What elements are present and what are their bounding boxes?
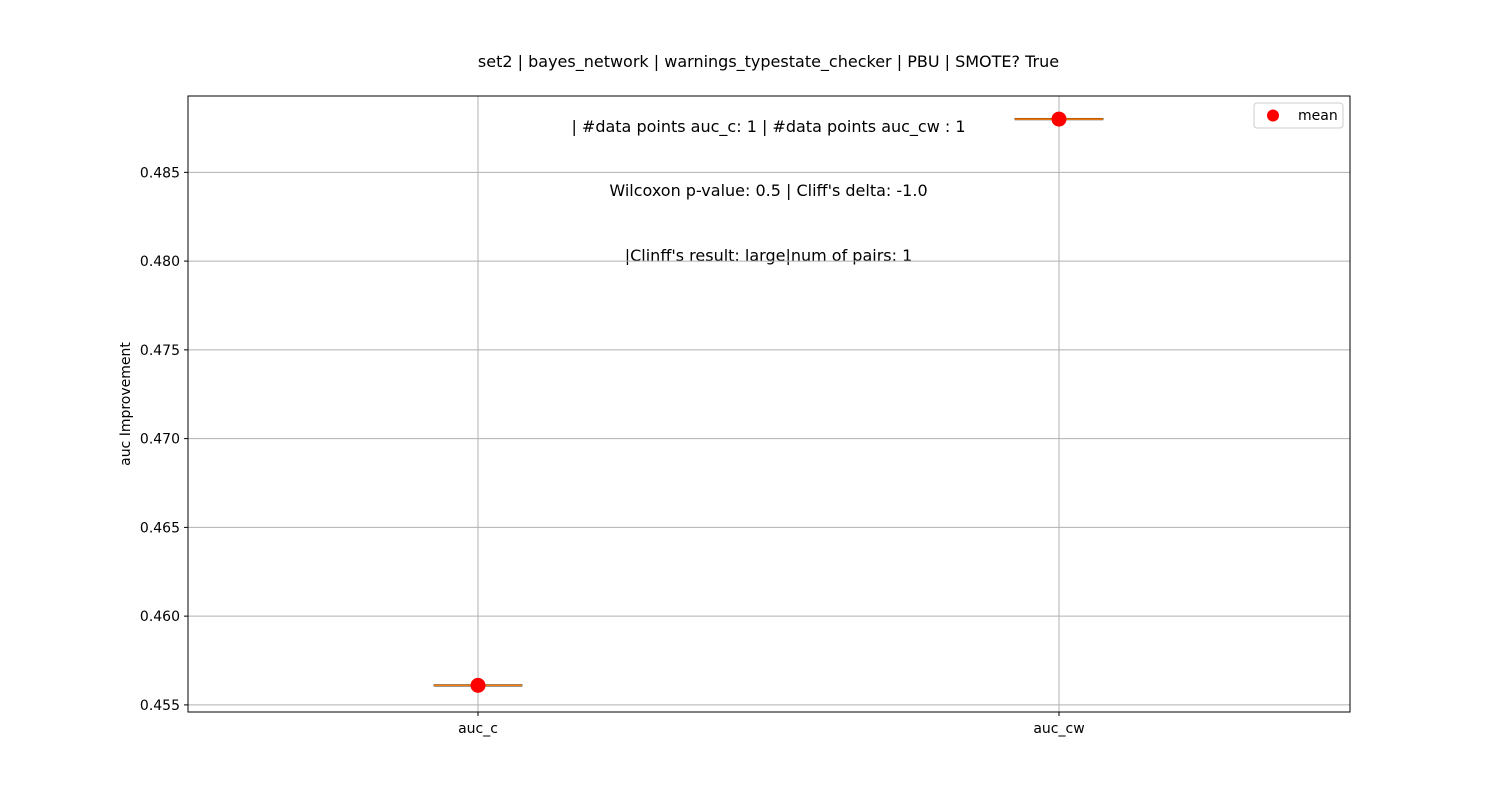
y-tick-label: 0.485 — [140, 165, 180, 181]
chart-title: set2 | bayes_network | warnings_typestat… — [0, 8, 1500, 288]
chart-title-line-3: Wilcoxon p-value: 0.5 | Cliff's delta: -… — [609, 181, 928, 200]
y-tick-label: 0.465 — [140, 520, 180, 536]
y-tick-label: 0.455 — [140, 698, 180, 714]
marks-layer — [433, 111, 1104, 693]
legend-mean-marker — [1267, 109, 1279, 122]
plot-frame — [187, 95, 1351, 713]
chart-title-line-4: |Clinff's result: large|num of pairs: 1 — [624, 245, 913, 265]
legend-mean-label: mean — [1298, 108, 1338, 124]
mean-marker-auc_cw — [1051, 111, 1067, 127]
chart-title-line-2: | #data points auc_c: 1 | #data points a… — [571, 116, 966, 136]
chart-title-line-1: set2 | bayes_network | warnings_typestat… — [477, 52, 1060, 71]
legend-box — [1253, 102, 1344, 129]
y-tick-label: 0.470 — [140, 432, 180, 448]
grid-layer — [188, 96, 1350, 712]
y-tick-label: 0.460 — [140, 609, 180, 625]
y-tick-label: 0.475 — [140, 343, 180, 359]
x-tick-label: auc_c — [458, 721, 498, 737]
x-tick-label: auc_cw — [1033, 721, 1084, 737]
mean-marker-auc_c — [470, 677, 486, 693]
y-axis-label: auc Improvement — [118, 342, 134, 466]
y-tick-label: 0.480 — [140, 254, 180, 270]
ticks-layer: 0.455 0.460 0.465 0.470 0.475 0.480 0.485 auc_c… — [140, 165, 1085, 737]
legend: mean — [1253, 102, 1344, 129]
